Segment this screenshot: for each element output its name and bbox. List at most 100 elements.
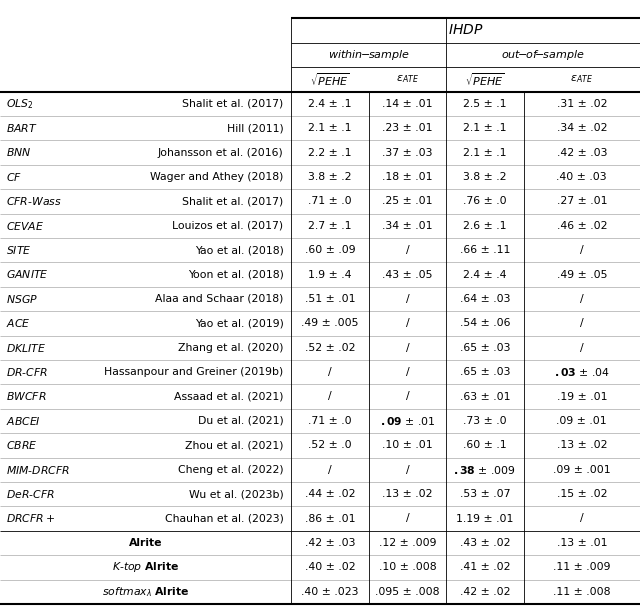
- Text: .15 ± .02: .15 ± .02: [557, 489, 607, 499]
- Text: $\mathit{OLS}_2$: $\mathit{OLS}_2$: [6, 97, 34, 110]
- Text: $\mathit{CF}$: $\mathit{CF}$: [6, 171, 22, 183]
- Text: .43 ± .02: .43 ± .02: [460, 538, 510, 548]
- Text: $\mathit{CEVAE}$: $\mathit{CEVAE}$: [6, 220, 45, 232]
- Text: .52 ± .0: .52 ± .0: [308, 440, 352, 450]
- Text: Louizos et al. (2017): Louizos et al. (2017): [172, 221, 284, 231]
- Text: .49 ± .005: .49 ± .005: [301, 318, 359, 328]
- Text: .71 ± .0: .71 ± .0: [308, 196, 352, 206]
- Text: Assaad et al. (2021): Assaad et al. (2021): [174, 392, 284, 401]
- Text: .53 ± .07: .53 ± .07: [460, 489, 510, 499]
- Text: .40 ± .02: .40 ± .02: [305, 562, 356, 572]
- Text: 1.19 ± .01: 1.19 ± .01: [456, 514, 513, 523]
- Text: Alrite: Alrite: [129, 538, 163, 548]
- Text: $\mathit{out\!\!-\!\!of\!\!-\!\!sample}$: $\mathit{out\!\!-\!\!of\!\!-\!\!sample}$: [501, 48, 585, 62]
- Text: $\boldsymbol{\mathit{softmax}}_{\lambda}$ $\mathbf{Alrite}$: $\boldsymbol{\mathit{softmax}}_{\lambda}…: [102, 585, 189, 598]
- Text: .12 ± .009: .12 ± .009: [379, 538, 436, 548]
- Text: .25 ± .01: .25 ± .01: [383, 196, 433, 206]
- Text: .46 ± .02: .46 ± .02: [557, 221, 607, 231]
- Text: .13 ± .02: .13 ± .02: [557, 440, 607, 450]
- Text: .64 ± .03: .64 ± .03: [460, 294, 510, 304]
- Text: 2.1 ± .1: 2.1 ± .1: [463, 148, 506, 157]
- Text: .34 ± .02: .34 ± .02: [557, 123, 607, 133]
- Text: /: /: [406, 392, 410, 401]
- Text: .44 ± .02: .44 ± .02: [305, 489, 355, 499]
- Text: 2.1 ± .1: 2.1 ± .1: [308, 123, 352, 133]
- Text: .65 ± .03: .65 ± .03: [460, 367, 510, 377]
- Text: $\mathit{NSGP}$: $\mathit{NSGP}$: [6, 293, 38, 305]
- Text: /: /: [580, 294, 584, 304]
- Text: Yoon et al. (2018): Yoon et al. (2018): [188, 270, 284, 279]
- Text: 3.8 ± .2: 3.8 ± .2: [463, 172, 506, 182]
- Text: $\sqrt{\mathit{PEHE}}$: $\sqrt{\mathit{PEHE}}$: [310, 71, 350, 88]
- Text: 2.4 ± .1: 2.4 ± .1: [308, 99, 352, 109]
- Text: .60 ± .1: .60 ± .1: [463, 440, 507, 450]
- Text: .60 ± .09: .60 ± .09: [305, 245, 356, 255]
- Text: $\mathit{\epsilon}_{\mathit{ATE}}$: $\mathit{\epsilon}_{\mathit{ATE}}$: [396, 73, 419, 85]
- Text: /: /: [580, 318, 584, 328]
- Text: $\mathit{within\!\!-\!\!sample}$: $\mathit{within\!\!-\!\!sample}$: [328, 48, 410, 62]
- Text: $\sqrt{\mathit{PEHE}}$: $\sqrt{\mathit{PEHE}}$: [465, 71, 505, 88]
- Text: 2.2 ± .1: 2.2 ± .1: [308, 148, 352, 157]
- Text: .71 ± .0: .71 ± .0: [308, 416, 352, 426]
- Text: .73 ± .0: .73 ± .0: [463, 416, 507, 426]
- Text: .09 ± .01: .09 ± .01: [556, 416, 607, 426]
- Text: Zhou et al. (2021): Zhou et al. (2021): [185, 440, 284, 450]
- Text: .13 ± .02: .13 ± .02: [383, 489, 433, 499]
- Text: /: /: [406, 294, 410, 304]
- Text: 1.9 ± .4: 1.9 ± .4: [308, 270, 352, 279]
- Text: Hassanpour and Greiner (2019b): Hassanpour and Greiner (2019b): [104, 367, 284, 377]
- Text: $\mathit{IHDP}$: $\mathit{IHDP}$: [448, 24, 483, 37]
- Text: Yao et al. (2019): Yao et al. (2019): [195, 318, 284, 328]
- Text: .11 ± .008: .11 ± .008: [553, 587, 611, 597]
- Text: 2.1 ± .1: 2.1 ± .1: [463, 123, 506, 133]
- Text: .42 ± .03: .42 ± .03: [305, 538, 355, 548]
- Text: .66 ± .11: .66 ± .11: [460, 245, 510, 255]
- Text: .76 ± .0: .76 ± .0: [463, 196, 507, 206]
- Text: 2.4 ± .4: 2.4 ± .4: [463, 270, 506, 279]
- Text: $\mathit{DKLITE}$: $\mathit{DKLITE}$: [6, 342, 47, 354]
- Text: /: /: [328, 465, 332, 475]
- Text: .63 ± .01: .63 ± .01: [460, 392, 510, 401]
- Text: .34 ± .01: .34 ± .01: [383, 221, 433, 231]
- Text: /: /: [406, 318, 410, 328]
- Text: .19 ± .01: .19 ± .01: [557, 392, 607, 401]
- Text: $\mathit{\epsilon}_{\mathit{ATE}}$: $\mathit{\epsilon}_{\mathit{ATE}}$: [570, 73, 593, 85]
- Text: $\mathbf{.38}$ $\pm$ .009: $\mathbf{.38}$ $\pm$ .009: [453, 464, 516, 476]
- Text: .31 ± .02: .31 ± .02: [557, 99, 607, 109]
- Text: Zhang et al. (2020): Zhang et al. (2020): [178, 343, 284, 353]
- Text: Alaa and Schaar (2018): Alaa and Schaar (2018): [155, 294, 284, 304]
- Text: .42 ± .03: .42 ± .03: [557, 148, 607, 157]
- Text: .13 ± .01: .13 ± .01: [557, 538, 607, 548]
- Text: $\mathit{GANITE}$: $\mathit{GANITE}$: [6, 268, 49, 281]
- Text: Wager and Athey (2018): Wager and Athey (2018): [150, 172, 284, 182]
- Text: .40 ± .03: .40 ± .03: [556, 172, 607, 182]
- Text: $\mathit{ACE}$: $\mathit{ACE}$: [6, 317, 31, 329]
- Text: /: /: [328, 367, 332, 377]
- Text: $\mathit{BART}$: $\mathit{BART}$: [6, 122, 38, 134]
- Text: Cheng et al. (2022): Cheng et al. (2022): [178, 465, 284, 475]
- Text: Shalit et al. (2017): Shalit et al. (2017): [182, 99, 284, 109]
- Text: $\mathbf{.03}$ $\pm$ .04: $\mathbf{.03}$ $\pm$ .04: [554, 366, 610, 378]
- Text: .65 ± .03: .65 ± .03: [460, 343, 510, 353]
- Text: .11 ± .009: .11 ± .009: [553, 562, 611, 572]
- Text: $\mathit{DR\text{-}CFR}$: $\mathit{DR\text{-}CFR}$: [6, 366, 49, 378]
- Text: $\mathit{BNN}$: $\mathit{BNN}$: [6, 146, 32, 159]
- Text: /: /: [406, 465, 410, 475]
- Text: .095 ± .008: .095 ± .008: [376, 587, 440, 597]
- Text: .41 ± .02: .41 ± .02: [460, 562, 510, 572]
- Text: Chauhan et al. (2023): Chauhan et al. (2023): [164, 514, 284, 523]
- Text: .23 ± .01: .23 ± .01: [383, 123, 433, 133]
- Text: $\mathit{MIM\text{-}DRCFR}$: $\mathit{MIM\text{-}DRCFR}$: [6, 464, 70, 476]
- Text: .43 ± .05: .43 ± .05: [383, 270, 433, 279]
- Text: /: /: [580, 343, 584, 353]
- Text: $\mathit{CFR\text{-}Wass}$: $\mathit{CFR\text{-}Wass}$: [6, 195, 62, 207]
- Text: .86 ± .01: .86 ± .01: [305, 514, 355, 523]
- Text: .42 ± .02: .42 ± .02: [460, 587, 510, 597]
- Text: .27 ± .01: .27 ± .01: [557, 196, 607, 206]
- Text: .10 ± .01: .10 ± .01: [382, 440, 433, 450]
- Text: .52 ± .02: .52 ± .02: [305, 343, 355, 353]
- Text: 2.6 ± .1: 2.6 ± .1: [463, 221, 506, 231]
- Text: /: /: [406, 367, 410, 377]
- Text: .09 ± .001: .09 ± .001: [553, 465, 611, 475]
- Text: Hill (2011): Hill (2011): [227, 123, 284, 133]
